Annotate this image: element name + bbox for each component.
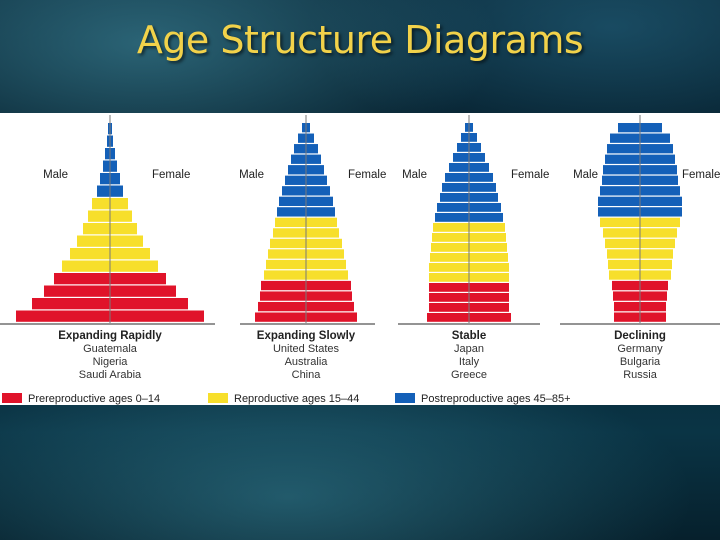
country-label: Australia	[285, 356, 329, 368]
female-label: Female	[152, 169, 190, 181]
country-label: Japan	[454, 343, 484, 355]
legend-label: Postreproductive ages 45–85+	[421, 393, 571, 405]
male-label: Male	[43, 169, 68, 181]
legend-swatch	[395, 393, 415, 403]
pyramid-name: Declining	[614, 330, 666, 342]
male-label: Male	[239, 169, 264, 181]
legend-swatch	[208, 393, 228, 403]
country-label: China	[292, 369, 322, 381]
female-label: Female	[682, 169, 720, 181]
country-label: Greece	[451, 369, 487, 381]
slide-title: Age Structure Diagrams	[136, 18, 584, 62]
country-label: Saudi Arabia	[79, 369, 142, 381]
country-label: Guatemala	[83, 343, 138, 355]
country-label: Russia	[623, 369, 658, 381]
country-label: Germany	[617, 343, 663, 355]
legend-label: Prereproductive ages 0–14	[28, 393, 160, 405]
male-label: Male	[402, 169, 427, 181]
figure-panel: Male Female Expanding Rapidly Guatemala Nige…	[0, 113, 720, 405]
male-label: Male	[573, 169, 598, 181]
female-label: Female	[348, 169, 386, 181]
background-stripe	[0, 405, 720, 540]
country-label: Bulgaria	[620, 356, 661, 368]
pyramid-name: Expanding Rapidly	[58, 330, 162, 342]
country-label: United States	[273, 343, 340, 355]
pyramid-name: Expanding Slowly	[257, 330, 356, 342]
pyramid-name: Stable	[452, 330, 487, 342]
legend-label: Reproductive ages 15–44	[234, 393, 359, 405]
legend-swatch	[2, 393, 22, 403]
country-label: Nigeria	[93, 356, 129, 368]
country-label: Italy	[459, 356, 480, 368]
female-label: Female	[511, 169, 549, 181]
age-structure-figure: Male Female Expanding RapidlyGuatemalaNige…	[0, 115, 720, 405]
